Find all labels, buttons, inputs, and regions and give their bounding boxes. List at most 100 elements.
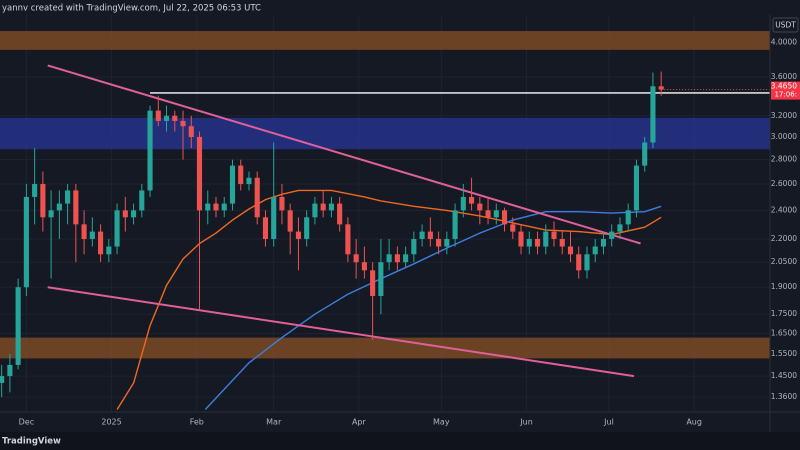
- candle-body: [485, 210, 491, 218]
- candle-body: [312, 203, 318, 218]
- currency: USDT: [775, 21, 796, 30]
- x-tick-label: Aug: [686, 418, 702, 427]
- candle-body: [40, 184, 46, 218]
- candle-body: [130, 210, 137, 218]
- candle-body: [411, 238, 417, 255]
- x-tick-label: Feb: [190, 418, 204, 427]
- candle-body: [147, 110, 153, 191]
- candle-body: [23, 196, 29, 288]
- candle-body: [642, 142, 648, 166]
- trendline: [47, 64, 641, 245]
- watermark: TradingView: [2, 437, 61, 447]
- y-tick-label: 3.6000: [771, 72, 797, 81]
- candle-body: [460, 196, 466, 211]
- candle-body: [427, 231, 433, 239]
- price-axis: [770, 0, 800, 432]
- x-tick-label: Apr: [352, 418, 367, 427]
- candle-body: [510, 224, 516, 232]
- y-tick-label: 2.6000: [771, 179, 797, 188]
- candle-body: [15, 287, 21, 365]
- candle-body: [650, 86, 656, 143]
- candle-body: [32, 184, 38, 197]
- axes: 4.0000 3.6000 3.2000 3.0000 2.8000 2.6000 2.40…: [19, 37, 800, 427]
- candle-body: [436, 238, 442, 247]
- candle-body: [139, 190, 145, 211]
- candle-body: [592, 246, 598, 255]
- candle-body: [658, 86, 664, 90]
- candle-body: [213, 203, 219, 211]
- candle-body: [419, 231, 425, 239]
- candle-body: [196, 136, 203, 211]
- plot-area: [0, 31, 770, 410]
- header-bar: [0, 0, 800, 15]
- y-tick-label: 2.0500: [771, 257, 797, 266]
- header-text: yannv created with TradingView.com, Jul …: [2, 4, 261, 14]
- candle-body: [600, 238, 607, 247]
- zone: [0, 337, 770, 359]
- zone: [0, 117, 770, 150]
- currency-box: [772, 17, 799, 33]
- candle-body: [444, 238, 450, 247]
- candle-body: [617, 224, 623, 232]
- candle-body: [122, 210, 128, 218]
- countdown: 17:06:: [774, 91, 797, 99]
- candle-body: [345, 224, 351, 255]
- candle-body: [0, 376, 5, 383]
- y-tick-label: 4.0000: [771, 37, 797, 46]
- candle-body: [98, 231, 104, 255]
- candle-body: [205, 203, 211, 211]
- candle-body: [287, 210, 293, 232]
- y-tick-label: 2.4000: [771, 205, 797, 214]
- candle-body: [65, 190, 71, 204]
- footer-bar: [0, 432, 800, 450]
- y-tick-label: 1.4500: [771, 371, 797, 380]
- last-price-label: 3.4650: [771, 82, 797, 91]
- candle-body: [518, 231, 524, 247]
- candle-body: [584, 254, 590, 271]
- y-tick-label: 1.9000: [771, 282, 797, 291]
- candle-body: [403, 254, 409, 263]
- x-tick-label: Mar: [266, 418, 282, 427]
- candle-body: [304, 217, 310, 239]
- y-tick-label: 1.5500: [771, 349, 797, 358]
- candle-body: [180, 120, 186, 127]
- y-tick-label: 1.6500: [771, 329, 797, 338]
- candle-body: [89, 231, 95, 239]
- zone: [0, 31, 770, 50]
- candle-body: [477, 203, 483, 211]
- candle-body: [229, 165, 236, 204]
- x-tick-label: Dec: [19, 418, 34, 427]
- candle-body: [543, 231, 549, 247]
- candle-body: [188, 126, 194, 137]
- candle-body: [551, 231, 557, 239]
- candle-body: [625, 210, 631, 225]
- candle-body: [609, 231, 615, 239]
- candle-body: [328, 203, 334, 211]
- candle-body: [262, 217, 269, 239]
- candle-body: [361, 262, 367, 271]
- candle-body: [559, 238, 565, 247]
- candle-body: [320, 203, 326, 211]
- candle-body: [279, 196, 285, 211]
- candle-body: [73, 190, 79, 225]
- candle-body: [114, 210, 120, 247]
- x-tick-label: Jul: [603, 418, 614, 427]
- candle-body: [7, 364, 13, 377]
- trendline: [47, 286, 635, 378]
- candle-body: [526, 238, 532, 247]
- candle-body: [378, 262, 384, 296]
- y-tick-label: 3.2000: [771, 111, 797, 120]
- candle-body: [567, 246, 574, 255]
- candle-body: [337, 203, 343, 225]
- candle-body: [246, 177, 252, 185]
- candle-body: [81, 224, 87, 239]
- candle-body: [106, 246, 112, 255]
- candle-body: [633, 165, 640, 211]
- candle-body: [469, 196, 475, 204]
- candle-body: [172, 115, 178, 121]
- candle-body: [501, 210, 508, 225]
- y-tick-label: 2.2000: [771, 234, 797, 243]
- y-tick-label: 1.3600: [771, 392, 797, 401]
